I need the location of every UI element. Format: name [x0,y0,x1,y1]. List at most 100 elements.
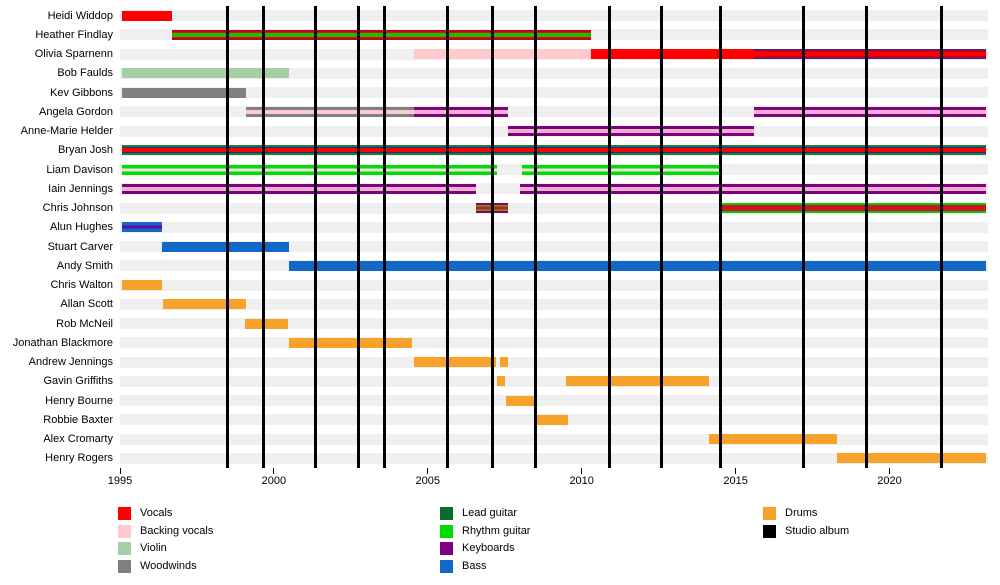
timeline-bar [590,49,755,60]
timeline-bar [709,434,838,445]
legend-swatch [118,507,131,520]
timeline-bar [121,68,290,79]
legend-swatch [440,542,453,555]
legend-label: Lead guitar [462,507,518,519]
row-track [120,337,988,349]
member-label: Kev Gibbons [50,86,113,99]
x-axis-tick-label: 2000 [261,475,287,487]
legend-label: Backing vocals [140,524,214,537]
row-track [120,87,988,99]
legend-swatch [118,524,131,538]
row-track [120,395,988,407]
timeline-bar [718,203,987,214]
studio-album-line [226,6,230,468]
timeline-bar [121,10,173,21]
row-track [120,433,988,445]
x-axis-tick [273,468,275,474]
timeline-bar [500,357,508,368]
timeline-bar [121,145,987,156]
timeline-bar [837,453,987,464]
row-track [120,375,988,387]
legend-label: Keyboards [462,542,515,554]
member-label: Henry Rogers [45,452,113,465]
x-axis-tick-label: 2020 [877,475,902,487]
studio-album-line [490,6,494,468]
row-track [120,241,988,253]
studio-album-line [534,6,538,468]
row-track [120,221,988,233]
member-label: Iain Jennings [48,182,113,195]
timeline-bar [121,183,476,194]
member-label: Heidi Widdop [47,9,113,22]
timeline-bar [507,126,755,137]
row-track [120,10,988,22]
member-label: Robbie Baxter [43,413,113,426]
legend-swatch [118,542,131,555]
timeline-bar [289,337,413,348]
timeline-bar [535,414,568,425]
row-track [120,106,988,118]
legend-swatch [440,559,453,573]
legend-swatch [118,559,131,573]
timeline-bar [566,376,710,387]
member-label: Heather Findlay [35,28,113,41]
studio-album-line [357,6,361,468]
member-label: Henry Bourne [45,394,113,407]
x-axis-tick-label: 2015 [723,475,748,487]
legend-label: Rhythm guitar [462,524,531,537]
timeline-bar [497,376,505,387]
timeline-bar [121,87,247,98]
studio-album-line [607,6,611,468]
member-label: Andy Smith [56,259,113,272]
row-track [120,67,988,79]
legend-swatch [440,507,453,520]
studio-album-line [383,6,387,468]
studio-album-line [660,6,664,468]
row-track [120,356,988,368]
member-label: Allan Scott [60,298,113,311]
timeline-bar [413,49,591,60]
member-label: Rob McNeil [56,317,113,330]
row-track [120,318,988,330]
legend-label: Violin [140,542,167,554]
member-label: Bryan Josh [57,144,113,157]
x-axis-tick [119,468,121,474]
row-track [120,202,988,214]
member-label: Bob Faulds [57,67,113,80]
timeline-bar [172,29,591,40]
studio-album-line [864,6,868,468]
legend-swatch [763,524,776,538]
member-label: Gavin Griffiths [43,375,114,388]
member-label: Alun Hughes [50,221,113,234]
timeline-bar [244,318,288,329]
studio-album-line [801,6,805,468]
timeline-bar [506,395,536,406]
legend-label: Bass [462,559,487,572]
member-label: Olivia Sparnenn [34,48,113,61]
member-label: Alex Cromarty [43,433,113,446]
x-axis-tick [427,468,429,474]
timeline-bar [163,299,247,310]
timeline-bar [121,164,498,175]
member-label: Chris Johnson [42,202,113,215]
x-axis-tick-label: 2005 [415,475,441,487]
timeline-bar [521,164,719,175]
studio-album-line [313,6,317,468]
legend-label: Vocals [140,507,173,519]
timeline-bar [161,241,290,252]
legend-swatch [763,507,776,520]
timeline-bar [520,183,987,194]
studio-album-line [940,6,944,468]
studio-album-line [261,6,265,468]
timeline-bar [413,106,508,117]
legend-label: Woodwinds [140,559,197,572]
x-axis-tick-label: 2010 [569,475,594,487]
timeline-bar [246,106,414,117]
studio-album-line [446,6,450,468]
x-axis-tick-label: 1995 [107,475,133,487]
member-label: Liam Davison [46,163,113,176]
